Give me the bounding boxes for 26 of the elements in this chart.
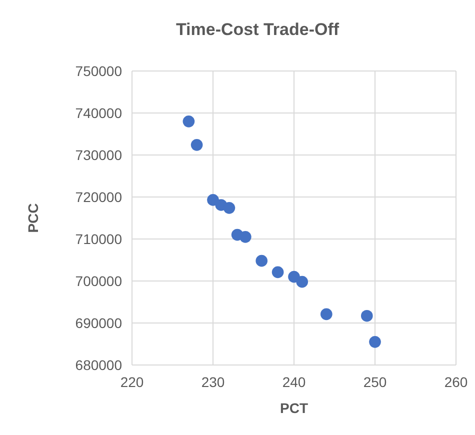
point (272, 266, 284, 278)
point (239, 230, 252, 243)
y-tick-label: 710000 (75, 230, 122, 247)
x-tick-label: 260 (444, 374, 468, 390)
point (369, 336, 381, 348)
point (223, 202, 236, 214)
y-tick-label: 730000 (75, 146, 122, 163)
point (320, 308, 332, 320)
x-tick-label: 230 (201, 374, 225, 390)
y-tick-label: 750000 (75, 62, 122, 79)
y-tick-label: 680000 (75, 356, 122, 373)
x-tick-label: 250 (363, 374, 387, 390)
point (296, 276, 308, 288)
point (360, 310, 373, 322)
x-axis-title: PCT (280, 400, 308, 416)
y-tick-label: 740000 (75, 104, 122, 121)
y-axis-title: PCC (25, 203, 41, 233)
chart-title: Time-Cost Trade-Off (176, 20, 340, 39)
x-tick-label: 240 (282, 374, 306, 390)
point (182, 115, 195, 128)
point (190, 139, 203, 151)
y-tick-label: 720000 (75, 188, 122, 205)
y-tick-label: 700000 (75, 272, 122, 289)
y-tick-label: 690000 (75, 314, 122, 331)
x-tick-label: 220 (120, 374, 144, 390)
point (256, 254, 268, 267)
